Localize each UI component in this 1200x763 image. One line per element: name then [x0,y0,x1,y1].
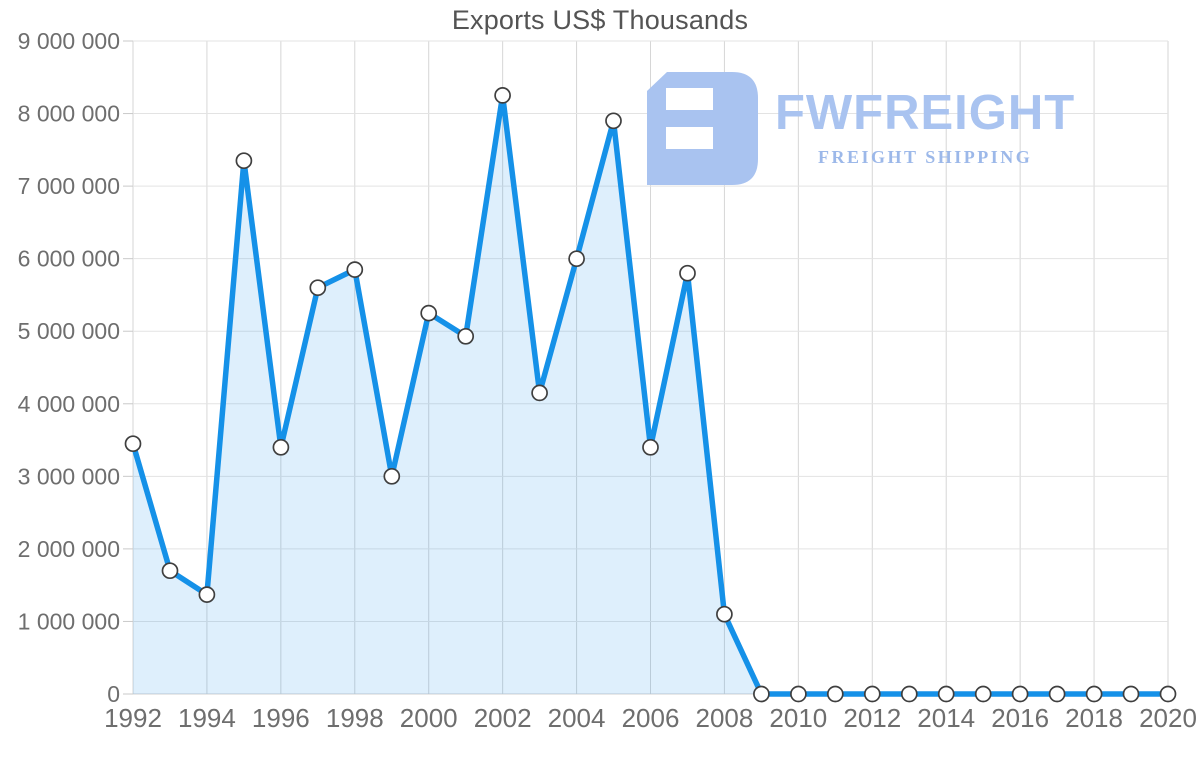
data-point-1999[interactable] [383,467,401,485]
data-point-2007[interactable] [679,264,696,282]
x-axis-label: 2020 [1139,703,1197,733]
y-axis-label: 3 000 000 [18,463,120,489]
data-point-1996[interactable] [272,438,290,456]
data-point-2019[interactable] [1122,685,1140,703]
data-point-2016[interactable] [1011,685,1029,703]
data-point-2018[interactable] [1085,685,1103,703]
x-axis-label: 2012 [843,703,901,733]
x-axis-label: 1996 [252,703,310,733]
data-point-2015[interactable] [974,685,992,703]
series-area-fill [133,95,1168,694]
x-axis-label: 1992 [104,703,162,733]
y-axis-label: 8 000 000 [18,101,120,127]
y-axis-label: 0 [107,681,120,707]
data-point-2004[interactable] [568,250,585,268]
data-point-2003[interactable] [531,384,548,402]
x-axis-label: 2014 [917,703,975,733]
data-point-1994[interactable] [198,586,216,603]
data-point-2002[interactable] [494,87,511,104]
x-axis-label: 1998 [326,703,384,733]
data-point-1997[interactable] [309,279,327,297]
data-point-2005[interactable] [605,112,622,130]
data-point-2011[interactable] [826,685,844,703]
data-point-2001[interactable] [457,327,475,345]
data-point-2017[interactable] [1048,685,1066,703]
data-point-1998[interactable] [346,261,364,278]
x-axis-label: 2002 [474,703,532,733]
data-point-1995[interactable] [235,152,253,170]
x-axis-label: 2018 [1065,703,1123,733]
x-axis-label: 2000 [400,703,458,733]
data-point-2014[interactable] [937,685,955,703]
y-axis-label: 2 000 000 [18,536,120,562]
y-axis-label: 9 000 000 [18,28,120,54]
data-point-2008[interactable] [716,605,733,623]
chart-title: Exports US$ Thousands [451,5,749,35]
data-point-2010[interactable] [790,685,807,703]
data-point-1992[interactable] [124,435,142,453]
x-axis-label: 1994 [178,703,236,733]
data-point-2012[interactable] [863,685,881,703]
y-axis-label: 1 000 000 [18,608,120,634]
x-axis-label: 2004 [548,703,606,733]
x-axis-label: 2010 [769,703,827,733]
data-point-2006[interactable] [642,438,659,456]
y-axis-label: 4 000 000 [18,391,120,417]
y-axis-label: 5 000 000 [18,318,120,344]
y-axis-label: 7 000 000 [18,173,120,199]
data-point-2020[interactable] [1159,685,1177,703]
x-axis-label: 2006 [622,703,680,733]
x-axis-label: 2008 [696,703,754,733]
data-point-2000[interactable] [420,304,438,322]
data-point-1993[interactable] [161,562,179,580]
y-axis-label: 6 000 000 [18,246,120,272]
x-axis-label: 2016 [991,703,1049,733]
data-point-2013[interactable] [900,685,918,703]
data-point-2009[interactable] [753,685,770,703]
